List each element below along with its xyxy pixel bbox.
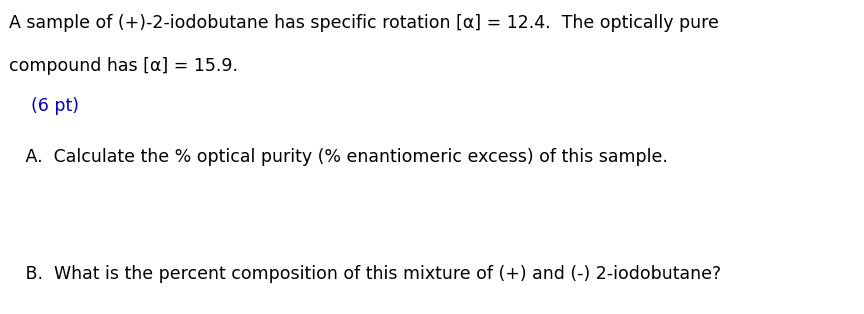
Text: compound has [α] = 15.9.: compound has [α] = 15.9. xyxy=(9,57,238,74)
Text: B.  What is the percent composition of this mixture of (+) and (-) 2-iodobutane?: B. What is the percent composition of th… xyxy=(9,265,721,283)
Text: A sample of (+)-2-iodobutane has specific rotation [α] = 12.4.  The optically pu: A sample of (+)-2-iodobutane has specifi… xyxy=(9,14,719,32)
Text: A.  Calculate the % optical purity (% enantiomeric excess) of this sample.: A. Calculate the % optical purity (% ena… xyxy=(9,148,668,165)
Text: (6 pt): (6 pt) xyxy=(9,97,79,115)
